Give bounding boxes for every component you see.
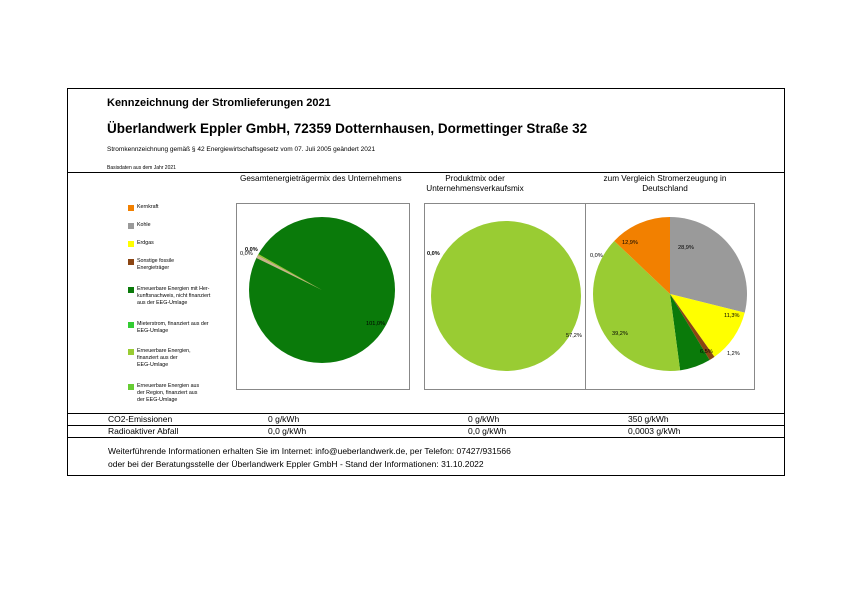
chart2-title: Produktmix oder Unternehmensverkaufsmix xyxy=(426,174,524,193)
legend-label-line: finanziert aus der xyxy=(137,355,178,361)
row-waste-value-3: 0,0003 g/kWh xyxy=(628,426,681,436)
row-co2-value-2: 0 g/kWh xyxy=(468,414,500,424)
legend-label: Mieterstrom, finanziert aus der EEG-Umlag… xyxy=(137,321,209,335)
legend-swatch xyxy=(128,287,134,293)
legend-label-line: Erneuerbare Energien, xyxy=(137,348,191,354)
legend-label-line: Erneuerbare Energien mit Her- xyxy=(137,286,210,292)
pie-slice xyxy=(670,294,710,371)
legend-label-line: Kohle xyxy=(137,222,151,228)
chart3-title: zum Vergleich Stromerzeugung in Deutschl… xyxy=(603,174,727,193)
basis-note: Basisdaten aus dem Jahr 2021 xyxy=(107,165,176,171)
legend-label: Erneuerbare Energien, finanziert aus der E… xyxy=(137,348,191,369)
row-waste-value-2: 0,0 g/kWh xyxy=(468,426,507,436)
row-co2-value-1: 0 g/kWh xyxy=(268,414,300,424)
legend-swatch xyxy=(128,349,134,355)
pie-slice xyxy=(431,221,581,371)
legend-label: Sonstige fossile Energieträger xyxy=(137,258,174,272)
legend-label: Kernkraft xyxy=(137,204,159,211)
pie-data-label: 0,0% xyxy=(427,251,440,257)
legend-label-line: Erneuerbare Energien aus xyxy=(137,383,200,389)
footer-line-2: oder bei der Beratungsstelle der Überlan… xyxy=(108,459,484,469)
pie-data-label: 0,0% xyxy=(590,253,603,259)
pie-data-label: 11,3% xyxy=(724,313,739,319)
legend-label-line: kunftsnachweis, nicht finanziert xyxy=(137,293,211,299)
legal-note: Stromkennzeichnung gemäß § 42 Energiewir… xyxy=(107,146,376,153)
page-title: Kennzeichnung der Stromlieferungen 2021 xyxy=(107,97,331,109)
pie-slice xyxy=(257,254,322,290)
legend-swatch xyxy=(128,223,134,229)
pie-data-label: 6,5% xyxy=(700,349,713,355)
legend-label-line: der Region, finanziert aus xyxy=(137,390,198,396)
pie-data-label: 39,2% xyxy=(612,331,628,337)
legend-swatch xyxy=(128,259,134,265)
legend-label: Kohle xyxy=(137,222,151,229)
legend-label: Erneuerbare Energien aus der Region, fina… xyxy=(137,383,199,404)
legend-label-line: Erdgas xyxy=(137,240,154,246)
legend-label: Erdgas xyxy=(137,240,154,247)
row-waste-label: Radioaktiver Abfall xyxy=(108,426,179,436)
divider-top xyxy=(67,172,785,173)
legend-label-line: EEG-Umlage xyxy=(137,328,169,334)
divider-table-mid xyxy=(67,425,785,426)
legend-swatch xyxy=(128,241,134,247)
legend-label-line: Energieträger xyxy=(137,265,170,271)
pie-data-label: 0,0% xyxy=(245,247,258,253)
legend-label-line: EEG-Umlage xyxy=(137,362,169,368)
row-waste-value-1: 0,0 g/kWh xyxy=(268,426,307,436)
pie-data-label: 57,2% xyxy=(566,333,582,339)
pie-data-label: 28,9% xyxy=(678,245,694,251)
company-line: Überlandwerk Eppler GmbH, 72359 Dotternh… xyxy=(107,121,588,136)
chart1-title: Gesamtenergieträgermix des Unternehmens xyxy=(240,174,402,183)
pie-slice xyxy=(670,294,715,361)
pie-slice xyxy=(670,294,745,357)
label-frame xyxy=(67,88,785,476)
pie-slice xyxy=(593,240,681,371)
pie-data-label: 1,2% xyxy=(727,351,740,357)
legend-swatch xyxy=(128,205,134,211)
legend-label: Erneuerbare Energien mit Her-kunftsnachw… xyxy=(137,286,210,307)
pie-data-label: 101,0% xyxy=(366,321,385,327)
pie-data-label: 0,0% xyxy=(240,251,253,257)
legend-label-line: aus der EEG-Umlage xyxy=(137,300,188,306)
legend-label-line: Mieterstrom, finanziert aus der xyxy=(137,321,209,327)
pie-data-label: 12,9% xyxy=(622,240,638,246)
legend-label-line: der EEG-Umlage xyxy=(137,397,178,403)
pie-slice xyxy=(614,217,670,294)
legend-swatch xyxy=(128,384,134,390)
legend-label-line: Sonstige fossile xyxy=(137,258,175,264)
divider-table-bottom xyxy=(67,437,785,438)
legend-label-line: Kernkraft xyxy=(137,204,159,210)
pie-slice xyxy=(670,216,748,313)
pie-slice xyxy=(256,255,322,290)
footer-line-1: Weiterführende Informationen erhalten Si… xyxy=(108,446,511,456)
divider-table-top xyxy=(67,413,785,414)
legend-swatch xyxy=(128,322,134,328)
row-co2-label: CO2-Emissionen xyxy=(108,414,173,424)
row-co2-value-3: 350 g/kWh xyxy=(628,414,669,424)
